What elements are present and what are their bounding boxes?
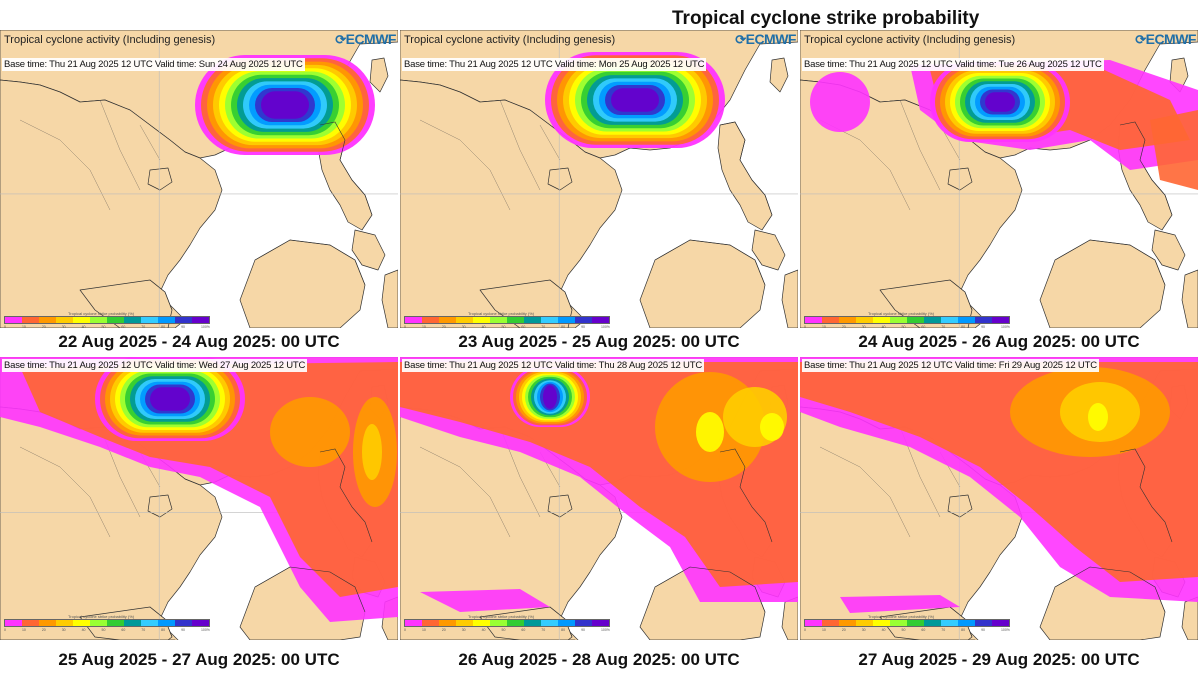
base-valid-time: Base time: Thu 21 Aug 2025 12 UTC Valid … (402, 58, 707, 71)
date-label-p1: 22 Aug 2025 - 24 Aug 2025: 00 UTC (58, 332, 340, 351)
probability-colorbar (804, 619, 1010, 627)
map-panel-2: Tropical cyclone activity (Including gen… (400, 30, 798, 328)
probability-colorbar (404, 316, 610, 324)
colorbar-ticks: 0 10 20 30 40 50 60 70 80 90 100% (404, 628, 610, 632)
date-label-p3: 24 Aug 2025 - 26 Aug 2025: 00 UTC (858, 332, 1140, 351)
date-label-p2: 23 Aug 2025 - 25 Aug 2025: 00 UTC (458, 332, 740, 351)
colorbar-title: Tropical cyclone strike probability (%) (868, 614, 935, 619)
figure-title: Tropical cyclone strike probability (672, 8, 980, 29)
colorbar-ticks: 0 10 20 30 40 50 60 70 80 90 100% (4, 325, 210, 328)
base-valid-time: Base time: Thu 21 Aug 2025 12 UTC Valid … (2, 58, 305, 71)
colorbar-ticks: 0 10 20 30 40 50 60 70 80 90 100% (4, 628, 210, 632)
colorbar-title: Tropical cyclone strike probability (%) (68, 614, 135, 619)
probability-map (400, 30, 798, 328)
date-label-p5: 26 Aug 2025 - 28 Aug 2025: 00 UTC (458, 650, 740, 669)
base-valid-time: Base time: Thu 21 Aug 2025 12 UTC Valid … (2, 359, 308, 372)
base-valid-time: Base time: Thu 21 Aug 2025 12 UTC Valid … (802, 359, 1099, 372)
date-label-p6: 27 Aug 2025 - 29 Aug 2025: 00 UTC (858, 650, 1140, 669)
colorbar-title: Tropical cyclone strike probability (%) (868, 311, 935, 316)
probability-colorbar (4, 619, 210, 627)
ecmwf-logo: ⟳ECMWF (1135, 31, 1196, 47)
date-label-p4: 25 Aug 2025 - 27 Aug 2025: 00 UTC (58, 650, 340, 669)
map-panel-6: Base time: Thu 21 Aug 2025 12 UTC Valid … (800, 357, 1198, 640)
panel-header: Tropical cyclone activity (Including gen… (804, 34, 1016, 46)
probability-map (800, 357, 1198, 640)
probability-colorbar (404, 619, 610, 627)
ecmwf-logo: ⟳ECMWF (335, 31, 396, 47)
colorbar-title: Tropical cyclone strike probability (%) (468, 311, 535, 316)
panel-header: Tropical cyclone activity (Including gen… (4, 34, 216, 46)
probability-map (400, 357, 798, 640)
ecmwf-logo: ⟳ECMWF (735, 31, 796, 47)
probability-map (0, 30, 398, 328)
map-panel-3: Tropical cyclone activity (Including gen… (800, 30, 1198, 328)
probability-map (0, 357, 398, 640)
probability-map (800, 30, 1198, 328)
colorbar-ticks: 0 10 20 30 40 50 60 70 80 90 100% (404, 325, 610, 328)
panel-header: Tropical cyclone activity (Including gen… (404, 34, 616, 46)
map-panel-4: Base time: Thu 21 Aug 2025 12 UTC Valid … (0, 357, 398, 640)
base-valid-time: Base time: Thu 21 Aug 2025 12 UTC Valid … (802, 58, 1104, 71)
colorbar-title: Tropical cyclone strike probability (%) (468, 614, 535, 619)
map-panel-5: Base time: Thu 21 Aug 2025 12 UTC Valid … (400, 357, 798, 640)
colorbar-title: Tropical cyclone strike probability (%) (68, 311, 135, 316)
colorbar-ticks: 0 10 20 30 40 50 60 70 80 90 100% (804, 325, 1010, 328)
colorbar-ticks: 0 10 20 30 40 50 60 70 80 90 100% (804, 628, 1010, 632)
base-valid-time: Base time: Thu 21 Aug 2025 12 UTC Valid … (402, 359, 704, 372)
probability-colorbar (804, 316, 1010, 324)
map-panel-1: Tropical cyclone activity (Including gen… (0, 30, 398, 328)
probability-colorbar (4, 316, 210, 324)
